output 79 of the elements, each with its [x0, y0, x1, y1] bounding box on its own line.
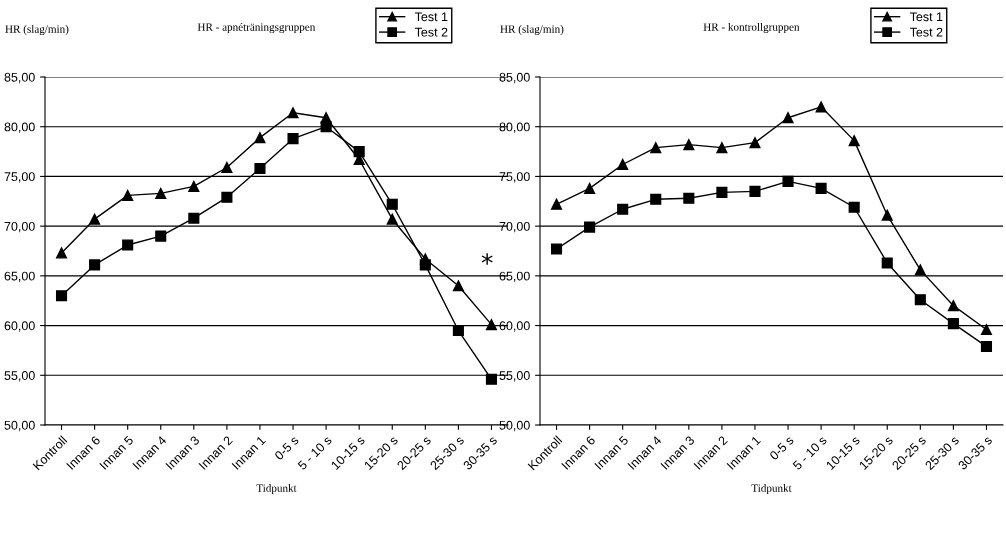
point — [749, 185, 761, 197]
point — [617, 203, 629, 215]
point — [287, 133, 299, 145]
y-tick-label: 50,00 — [4, 420, 35, 432]
point — [188, 212, 200, 224]
point — [650, 142, 662, 154]
point — [782, 112, 794, 124]
point — [254, 162, 266, 175]
point — [89, 213, 101, 225]
point — [550, 198, 563, 210]
point — [89, 259, 101, 271]
y-axis-title: HR (slag/min) — [500, 24, 564, 36]
point — [980, 340, 993, 353]
point — [122, 239, 134, 251]
point — [782, 175, 794, 187]
point — [881, 257, 893, 269]
x-tick-label: 0-5 s — [768, 435, 795, 461]
point — [221, 191, 233, 203]
point — [584, 221, 596, 233]
point — [155, 187, 167, 199]
point — [122, 189, 134, 201]
point — [452, 280, 464, 292]
point — [749, 137, 761, 149]
point — [914, 264, 926, 276]
point — [848, 201, 860, 213]
y-tick-label: 75,00 — [499, 172, 530, 183]
y-tick-label: 50,00 — [499, 420, 530, 432]
point — [386, 213, 398, 225]
point — [550, 243, 563, 255]
chart-title: HR - kontrollgruppen — [703, 22, 800, 34]
legend-label: Test 1 — [414, 12, 448, 22]
y-tick-label: 70,00 — [4, 221, 35, 233]
point — [485, 319, 498, 331]
point — [716, 142, 728, 154]
point — [914, 294, 926, 306]
x-axis-title: Tidpunkt — [751, 484, 792, 495]
point — [815, 101, 827, 113]
point — [188, 180, 200, 192]
legend-label: Test 1 — [909, 12, 943, 22]
y-tick-label: 80,00 — [499, 122, 530, 133]
point — [947, 318, 959, 330]
point — [881, 209, 893, 221]
point — [419, 253, 431, 265]
y-tick-label: 55,00 — [499, 371, 530, 382]
chart-title: HR - apnéträningsgruppen — [197, 22, 316, 34]
y-tick-label: 80,00 — [4, 122, 35, 133]
point — [815, 182, 827, 194]
y-tick-label: 55,00 — [4, 371, 35, 382]
y-tick-label: 60,00 — [4, 321, 35, 332]
point — [848, 135, 860, 147]
point — [683, 192, 695, 204]
y-tick-label: 85,00 — [499, 72, 530, 84]
y-tick-label: 65,00 — [499, 271, 530, 282]
point — [617, 158, 629, 171]
point — [386, 198, 398, 210]
x-axis-title: Tidpunkt — [256, 484, 297, 495]
point — [55, 247, 68, 259]
y-axis-title: HR (slag/min) — [5, 24, 69, 36]
point — [155, 230, 167, 242]
y-tick-label: 75,00 — [4, 172, 35, 183]
point — [584, 182, 596, 194]
point — [650, 193, 662, 205]
point — [716, 186, 728, 198]
point — [980, 323, 993, 336]
point — [320, 112, 332, 124]
x-tick-label: 0-5 s — [273, 435, 300, 461]
point — [254, 132, 266, 144]
legend-label: Test 2 — [909, 27, 943, 37]
annotation: * — [481, 253, 493, 265]
y-tick-label: 65,00 — [4, 271, 35, 282]
legend-label: Test 2 — [414, 27, 448, 37]
point — [287, 107, 299, 119]
point — [221, 161, 233, 174]
point — [947, 300, 959, 312]
y-tick-label: 85,00 — [4, 72, 35, 84]
point — [683, 139, 695, 151]
point — [55, 290, 68, 302]
y-tick-label: 70,00 — [499, 221, 530, 233]
point — [485, 373, 498, 385]
